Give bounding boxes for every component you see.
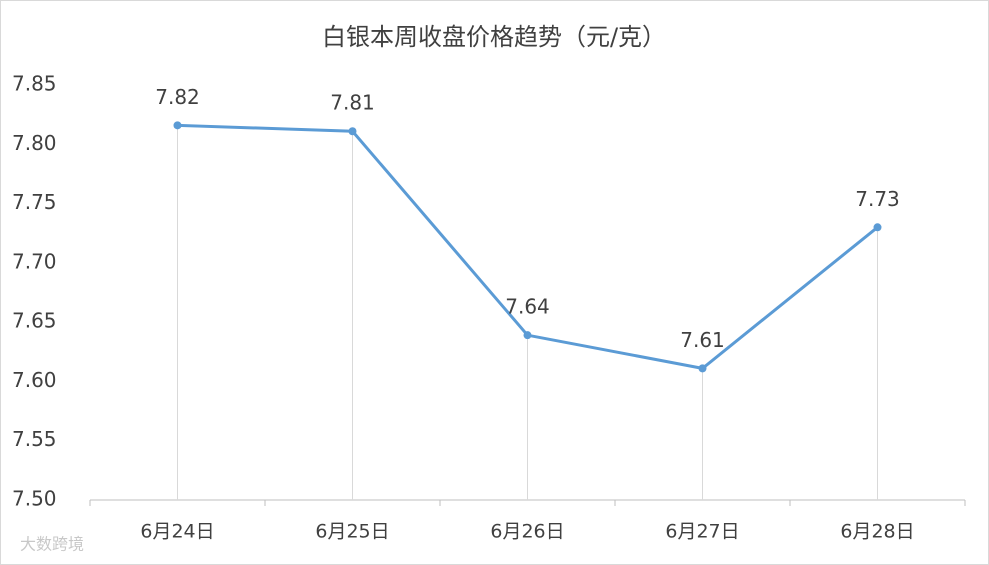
data-label: 7.64 [505,295,550,319]
data-label: 7.73 [855,187,900,211]
x-tick-label: 6月25日 [315,521,389,543]
y-tick-label: 7.70 [12,249,57,273]
point [348,127,357,136]
y-tick-label: 7.50 [12,487,57,511]
point [873,223,882,232]
x-tick-label: 6月26日 [490,521,564,543]
data-label: 7.61 [680,328,725,352]
y-tick-label: 7.60 [12,368,57,392]
point [698,364,707,373]
point [173,121,182,130]
y-tick-label: 7.55 [12,427,57,451]
y-tick-label: 7.85 [12,72,57,96]
data-label: 7.82 [155,85,200,109]
point [523,331,532,340]
x-tick-label: 6月28日 [840,521,914,543]
y-tick-label: 7.75 [12,190,57,214]
y-tick-label: 7.80 [12,131,57,155]
x-tick-label: 6月27日 [665,521,739,543]
watermark: 大数跨境 [20,535,84,554]
chart-title: 白银本周收盘价格趋势（元/克） [322,23,666,51]
y-tick-label: 7.65 [12,309,57,333]
x-tick-label: 6月24日 [140,521,214,543]
data-label: 7.81 [330,91,375,115]
